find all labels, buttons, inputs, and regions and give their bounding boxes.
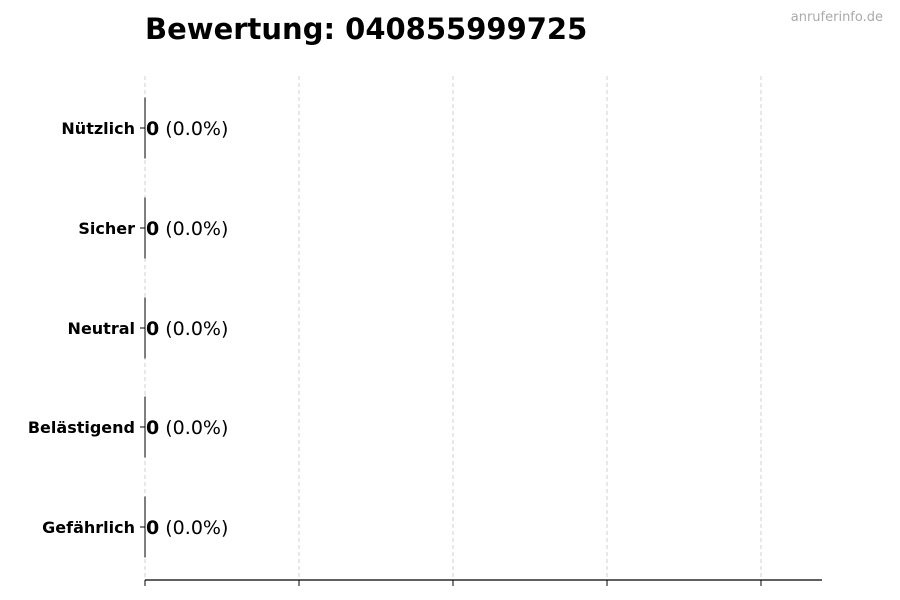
data-label-percent: (0.0%) [159,318,228,340]
data-label: 0 (0.0%) [146,118,228,140]
data-label-percent: (0.0%) [159,417,228,439]
data-label: 0 (0.0%) [146,417,228,439]
category-label: Nützlich [61,119,135,138]
category-label: Sicher [78,219,135,238]
chart-title: Bewertung: 040855999725 [145,12,588,46]
data-label-percent: (0.0%) [159,517,228,539]
data-label-percent: (0.0%) [159,218,228,240]
data-label-count: 0 [146,218,159,240]
data-label: 0 (0.0%) [146,517,228,539]
category-label: Gefährlich [42,518,135,537]
data-label: 0 (0.0%) [146,318,228,340]
category-label: Belästigend [28,418,135,437]
data-label-count: 0 [146,517,159,539]
data-label-count: 0 [146,417,159,439]
data-label: 0 (0.0%) [146,218,228,240]
data-label-percent: (0.0%) [159,118,228,140]
data-label-count: 0 [146,318,159,340]
data-label-count: 0 [146,118,159,140]
watermark: anruferinfo.de [790,10,883,25]
category-label: Neutral [68,319,135,338]
